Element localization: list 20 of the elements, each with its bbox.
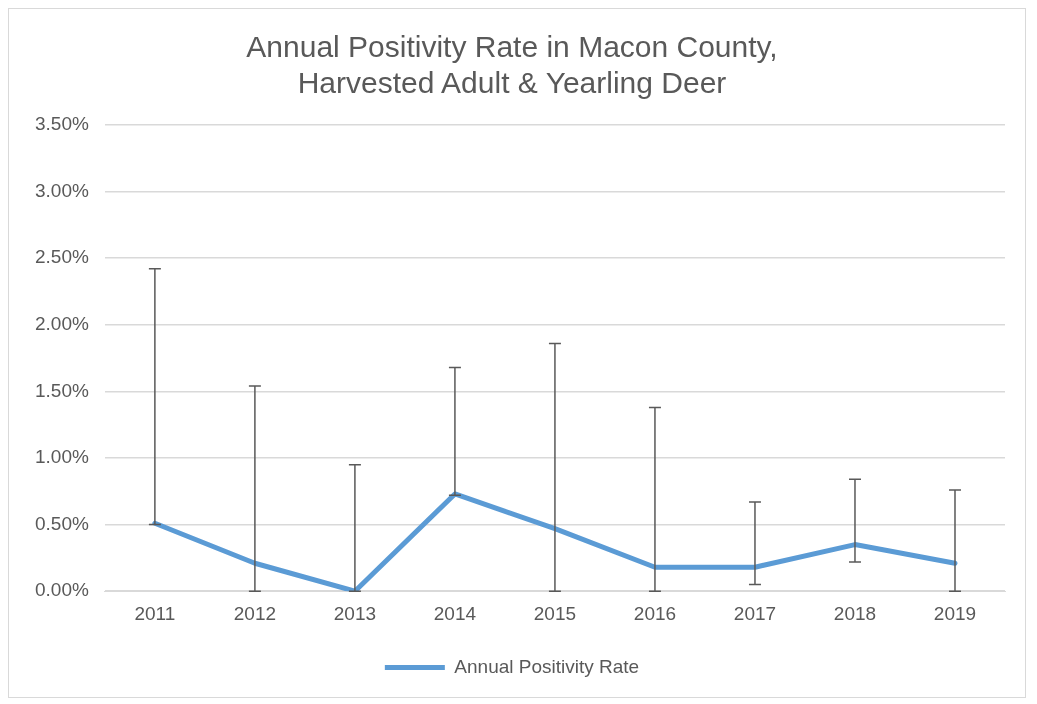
y-tick-label: 3.50% [35, 113, 89, 135]
x-tick-label: 2014 [433, 602, 477, 624]
x-tick-label: 2012 [233, 602, 277, 624]
y-tick-label: 3.00% [35, 179, 89, 201]
x-tick-label: 2018 [833, 602, 877, 624]
y-tick-label: 2.50% [35, 246, 89, 268]
x-tick-label: 2011 [134, 602, 176, 624]
y-tick-label: 0.50% [35, 512, 89, 534]
y-tick-label: 1.00% [35, 446, 89, 468]
y-tick-label: 0.00% [35, 579, 89, 601]
y-tick-label: 2.00% [35, 313, 89, 335]
y-tick-label: 1.50% [35, 379, 89, 401]
x-tick-label: 2013 [333, 602, 377, 624]
legend-label: Annual Positivity Rate [454, 655, 640, 677]
x-tick-label: 2017 [733, 602, 777, 624]
x-tick-label: 2015 [533, 602, 577, 624]
x-tick-label: 2019 [933, 602, 977, 624]
text: Annual Positivity Rate in Macon County, [246, 30, 778, 64]
x-tick-label: 2016 [633, 602, 677, 624]
text: Harvested Adult & Yearling Deer [297, 66, 727, 100]
